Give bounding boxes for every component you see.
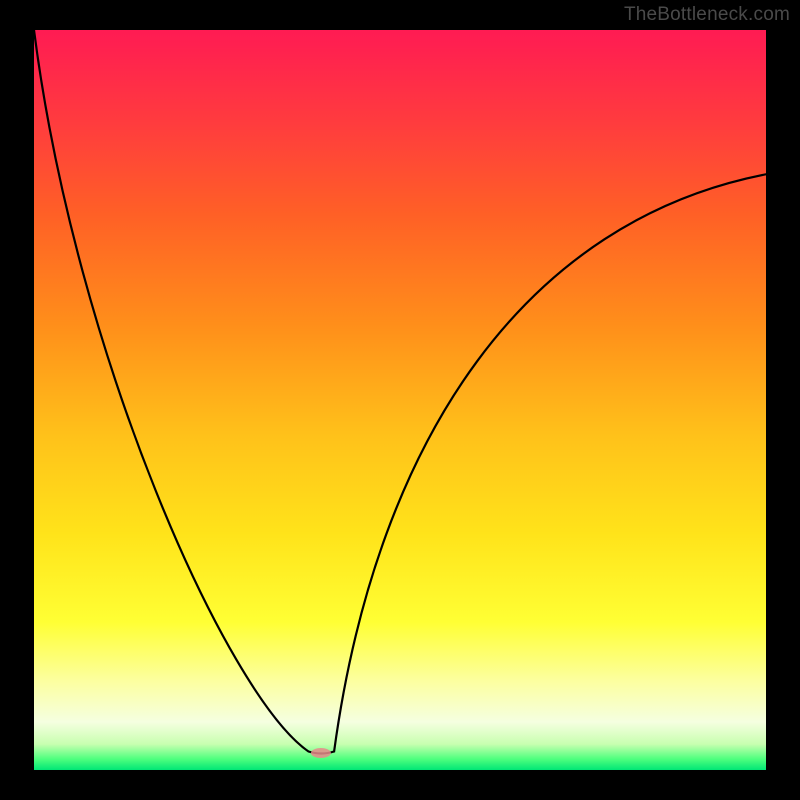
chart-canvas: TheBottleneck.com bbox=[0, 0, 800, 800]
trough-marker bbox=[311, 748, 331, 758]
watermark-text: TheBottleneck.com bbox=[624, 4, 790, 26]
bottleneck-curve bbox=[34, 30, 766, 770]
v-curve-path bbox=[34, 30, 766, 754]
plot-area bbox=[34, 30, 766, 770]
